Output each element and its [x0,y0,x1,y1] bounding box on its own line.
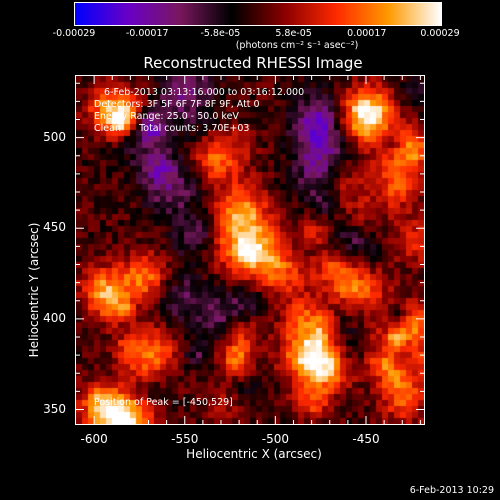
colorbar-tick-label: -5.8e-05 [200,28,241,39]
colorbar-unit: (photons cm⁻² s⁻¹ asec⁻²) [235,40,359,51]
y-axis-label: Heliocentric Y (arcsec) [27,222,41,358]
colorbar-tick-label: 0.00029 [420,28,460,39]
y-tick-label: 350 [43,401,66,416]
heatmap-image [75,75,425,425]
x-axis-label: Heliocentric X (arcsec) [186,447,322,461]
info-detectors: Detectors: 3F 5F 6F 7F 8F 9F, Att 0 [94,99,260,110]
timestamp: 6-Feb-2013 10:29 [409,485,494,496]
colorbar-tick-label: 5.8e-05 [275,28,312,39]
chart-title: Reconstructed RHESSI Image [143,54,363,72]
colorbar-tick-label: 0.00017 [347,28,387,39]
x-tick-label: -600 [80,432,108,446]
info-energy: Energy Range: 25.0 - 50.0 keV [94,111,239,122]
colorbar-tick-label: -0.00017 [125,28,169,39]
y-tick-label: 500 [43,129,66,144]
peak-position: Position of Peak = [-450,529] [94,397,233,408]
x-tick-label: -500 [261,432,289,446]
info-method: Clean Total counts: 3.70E+03 [94,123,250,134]
y-tick-label: 450 [43,220,66,235]
x-tick-label: -450 [352,432,380,446]
colorbar [74,2,442,26]
x-tick-label: -550 [171,432,199,446]
info-time: 6-Feb-2013 03:13:16.000 to 03:16:12.000 [104,87,305,98]
y-tick-label: 400 [43,310,66,325]
colorbar-tick-label: -0.00029 [52,28,96,39]
